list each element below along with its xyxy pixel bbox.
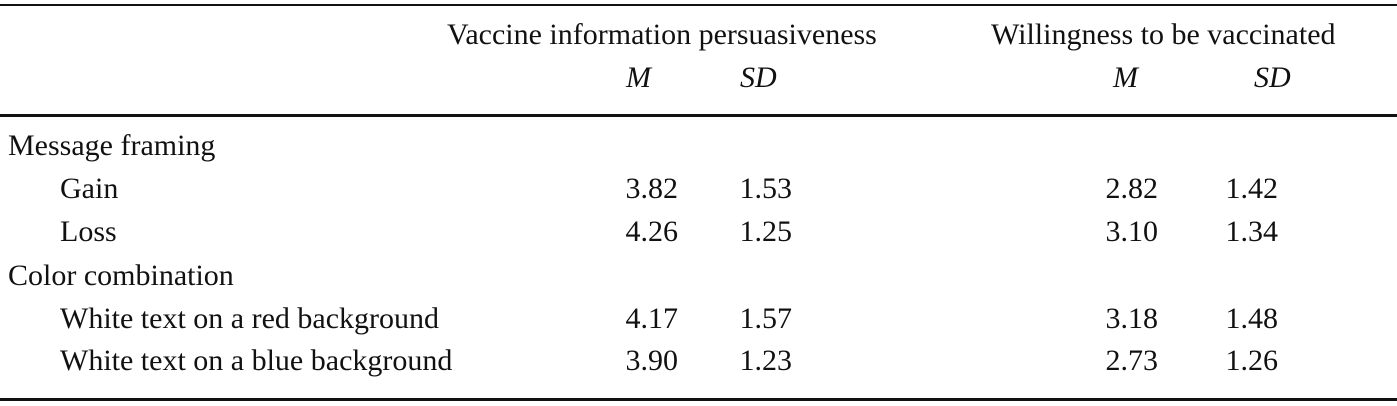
cell-willingness-mean: 3.10 xyxy=(1105,215,1159,248)
cell-willingness-sd: 1.26 xyxy=(1225,344,1279,377)
cell-persuasiveness-mean: 4.17 xyxy=(625,302,679,335)
section-label-message-framing: Message framing xyxy=(8,129,216,162)
cell-persuasiveness-mean: 3.82 xyxy=(625,172,679,205)
header-sd-willingness: SD xyxy=(1254,61,1291,94)
cell-persuasiveness-mean: 3.90 xyxy=(625,344,679,377)
cell-willingness-mean: 2.82 xyxy=(1105,172,1159,205)
cell-persuasiveness-sd: 1.25 xyxy=(739,215,793,248)
header-willingness-to-be-vaccinated: Willingness to be vaccinated xyxy=(991,18,1336,51)
section-label-color-combination: Color combination xyxy=(8,259,234,292)
cell-willingness-mean: 2.73 xyxy=(1105,344,1159,377)
cell-persuasiveness-sd: 1.23 xyxy=(739,344,793,377)
row-label-loss: Loss xyxy=(60,215,117,248)
cell-willingness-sd: 1.34 xyxy=(1225,215,1279,248)
row-label-red-background: White text on a red background xyxy=(60,302,440,335)
row-label-gain: Gain xyxy=(60,172,119,205)
header-mean-willingness: M xyxy=(1113,61,1138,94)
header-rule xyxy=(0,114,1397,117)
header-mean-persuasiveness: M xyxy=(626,61,651,94)
bottom-rule xyxy=(0,398,1397,401)
top-rule xyxy=(0,4,1397,6)
cell-persuasiveness-mean: 4.26 xyxy=(625,215,679,248)
cell-willingness-mean: 3.18 xyxy=(1105,302,1159,335)
header-vaccine-information-persuasiveness: Vaccine information persuasiveness xyxy=(447,18,877,51)
header-sd-persuasiveness: SD xyxy=(740,61,777,94)
row-label-blue-background: White text on a blue background xyxy=(60,344,453,377)
cell-willingness-sd: 1.42 xyxy=(1225,172,1279,205)
cell-willingness-sd: 1.48 xyxy=(1225,302,1279,335)
cell-persuasiveness-sd: 1.53 xyxy=(739,172,793,205)
cell-persuasiveness-sd: 1.57 xyxy=(739,302,793,335)
